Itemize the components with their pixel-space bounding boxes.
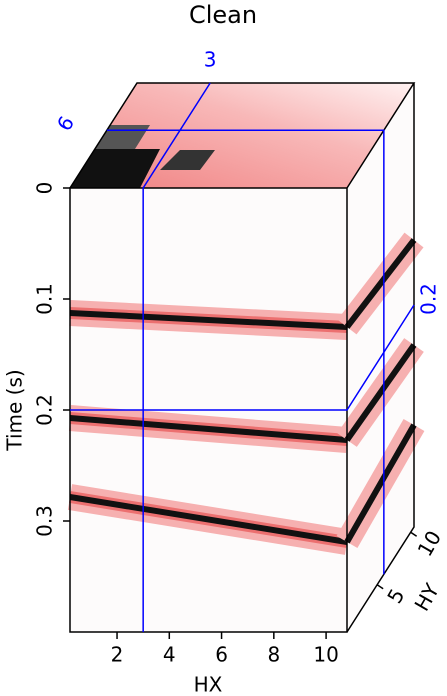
x-tick-label: 8	[267, 643, 280, 667]
z-axis-label: HY	[409, 579, 444, 615]
x-tick-label: 4	[163, 643, 176, 667]
cube-frame	[69, 82, 416, 633]
slice-label: 0.2	[417, 283, 441, 315]
slice-label: 3	[204, 48, 217, 72]
y-tick-label: 0.3	[33, 505, 57, 537]
cube-faces	[67, 82, 425, 633]
top-face	[70, 83, 414, 188]
z-tick	[410, 531, 418, 537]
x-tick-label: 2	[111, 643, 124, 667]
x-tick-label: 10	[313, 643, 338, 667]
slice-line	[70, 304, 415, 411]
events	[67, 232, 425, 555]
y-tick-label: 0.1	[33, 283, 57, 315]
x-axis-label: HX	[194, 673, 223, 696]
y-tick-label: 0	[33, 182, 57, 195]
top-event	[70, 149, 160, 188]
slice-line	[106, 129, 385, 575]
z-tick	[376, 584, 384, 590]
chart-title: Clean	[189, 1, 257, 29]
y-axis-label: Time (s)	[3, 369, 27, 451]
top-event	[160, 150, 215, 170]
x-tick-label: 6	[215, 643, 228, 667]
slice-line	[142, 82, 211, 632]
z-tick-label: 10	[413, 526, 447, 560]
z-tick-label: 5	[382, 584, 409, 607]
slice-label: 6	[52, 112, 79, 135]
y-tick-label: 0.2	[33, 394, 57, 426]
